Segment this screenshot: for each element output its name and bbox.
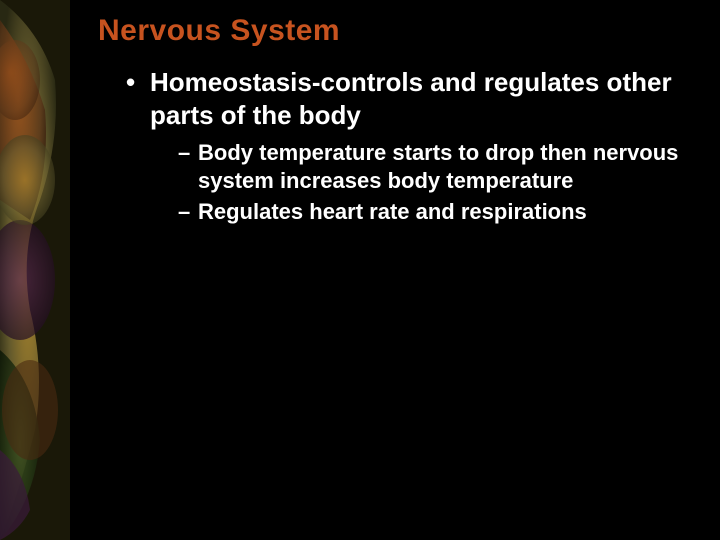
sub-bullet-text: Body temperature starts to drop then ner… — [198, 140, 678, 193]
slide-content: Nervous System Homeostasis-controls and … — [98, 14, 700, 236]
bullet-item: Homeostasis-controls and regulates other… — [126, 66, 700, 226]
side-decoration — [0, 0, 70, 540]
bullet-list-level2: Body temperature starts to drop then ner… — [150, 139, 700, 226]
sub-bullet-item: Regulates heart rate and respirations — [178, 198, 700, 226]
slide-title: Nervous System — [98, 14, 700, 48]
bullet-list-level1: Homeostasis-controls and regulates other… — [98, 66, 700, 226]
sub-bullet-text: Regulates heart rate and respirations — [198, 199, 587, 224]
bullet-text: Homeostasis-controls and regulates other… — [150, 67, 672, 130]
sub-bullet-item: Body temperature starts to drop then ner… — [178, 139, 700, 194]
